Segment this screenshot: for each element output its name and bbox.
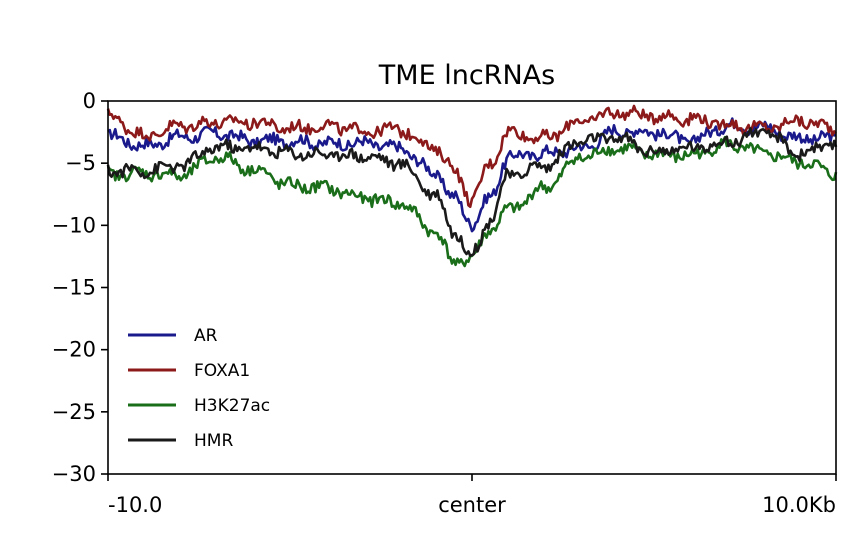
x-axis: -10.0 center 10.0Kb <box>107 474 837 517</box>
y-tick-label: −20 <box>52 338 96 362</box>
series-line-ar <box>107 117 837 233</box>
legend: AR FOXA1 H3K27ac HMR <box>128 326 270 451</box>
y-tick-label: 0 <box>83 89 96 113</box>
y-axis: 0 −5 −10 −15 −20 −25 −30 <box>52 89 108 486</box>
x-tick-label: 10.0Kb <box>762 493 836 517</box>
legend-label: AR <box>194 326 218 346</box>
y-tick-label: −5 <box>65 151 96 175</box>
series-lines <box>106 104 838 268</box>
x-tick-label: -10.0 <box>108 493 162 517</box>
x-tick-label: center <box>438 493 506 517</box>
plot-frame <box>107 100 837 475</box>
series-line-hmr <box>106 127 838 258</box>
legend-label: H3K27ac <box>194 396 270 416</box>
y-tick-label: −10 <box>52 213 96 237</box>
y-tick-label: −25 <box>52 400 96 424</box>
series-line-foxa1 <box>106 104 837 209</box>
y-tick-label: −15 <box>52 276 96 300</box>
chart-title: TME lncRNAs <box>378 60 555 91</box>
legend-label: FOXA1 <box>194 361 250 381</box>
y-tick-label: −30 <box>52 462 96 486</box>
legend-label: HMR <box>194 431 233 451</box>
